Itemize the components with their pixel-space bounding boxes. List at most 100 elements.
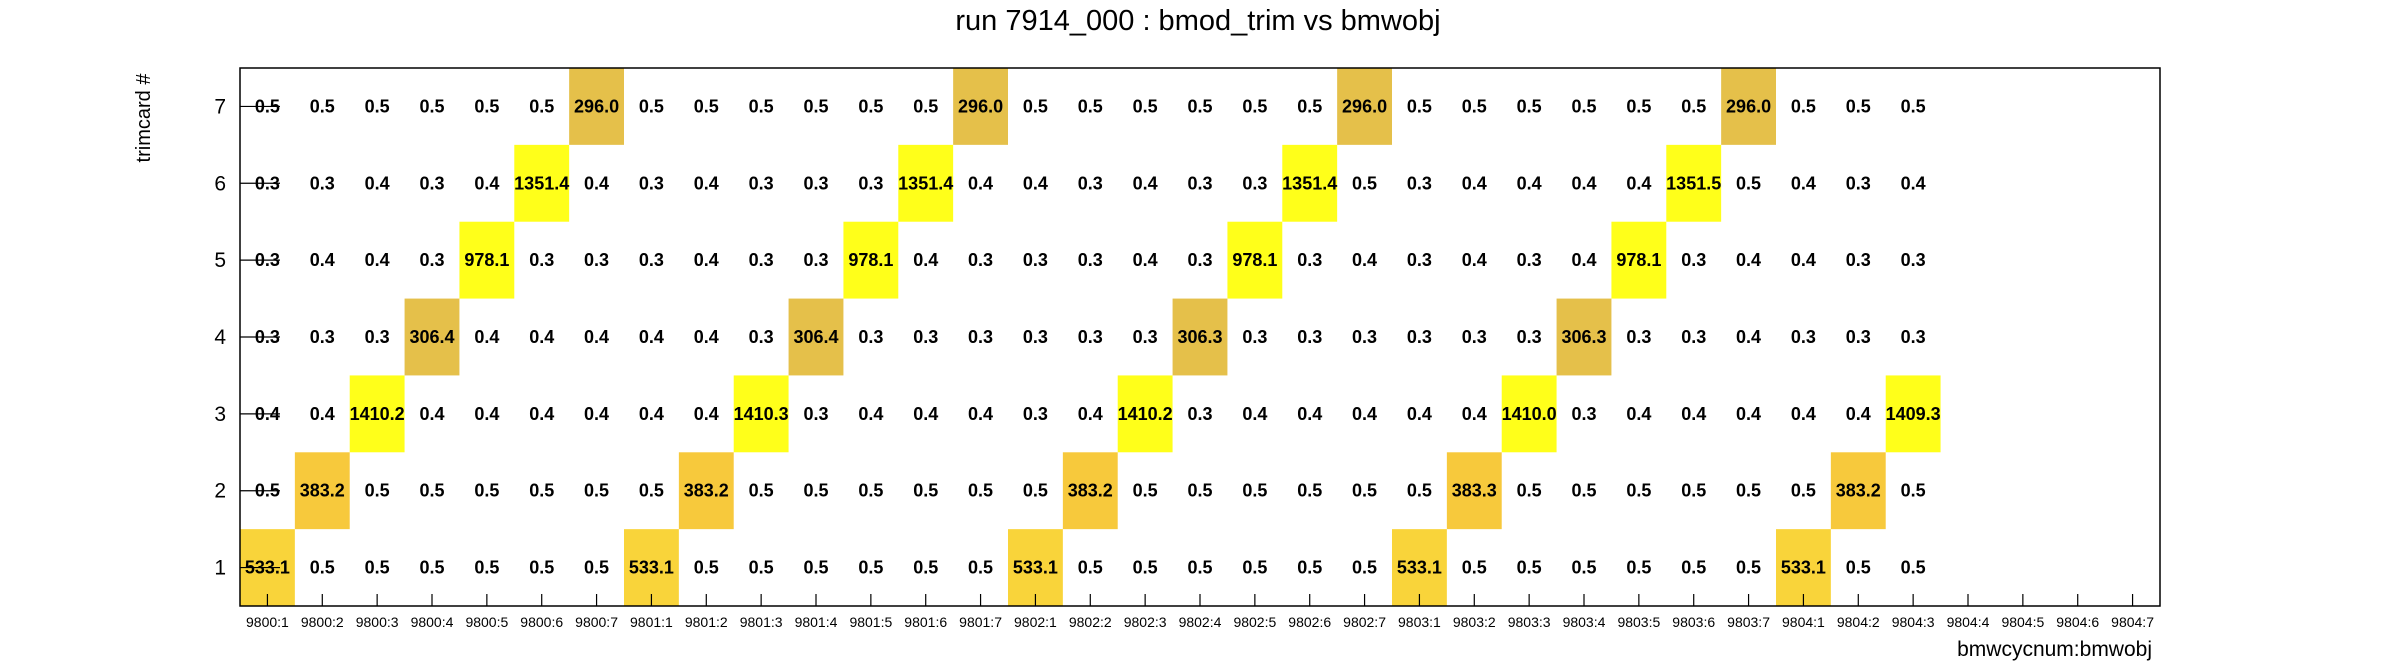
x-axis-label: bmwcycnum:bmwobj (1957, 638, 2152, 661)
cell-value-label: 1351.5 (1666, 173, 1721, 193)
cell-value-label: 0.4 (1462, 173, 1487, 193)
x-tick-label: 9802:2 (1069, 614, 1112, 630)
cell-value-label: 0.3 (1517, 327, 1542, 347)
heatmap-cell (1501, 375, 1557, 453)
cell-value-label: 0.5 (1242, 558, 1267, 578)
cell-value-label: 0.5 (1846, 96, 1871, 116)
cell-value-label: 0.4 (584, 404, 609, 424)
cell-value-label: 0.3 (1023, 250, 1048, 270)
x-tick-label: 9800:5 (465, 614, 508, 630)
cell-value-label: 0.3 (1846, 327, 1871, 347)
cell-value-label: 0.5 (474, 96, 499, 116)
cell-value-label: 0.5 (474, 558, 499, 578)
cell-value-label: 0.4 (1078, 404, 1103, 424)
cell-value-label: 0.4 (694, 250, 719, 270)
cell-value-label: 0.3 (1681, 327, 1706, 347)
cell-value-label: 0.4 (1352, 404, 1377, 424)
x-tick-label: 9802:7 (1343, 614, 1386, 630)
cell-value-label: 0.5 (1407, 96, 1432, 116)
cell-value-label: 0.5 (419, 481, 444, 501)
cell-value-label: 0.5 (310, 558, 335, 578)
cell-value-label: 0.5 (529, 481, 554, 501)
cell-value-label: 0.5 (529, 558, 554, 578)
cell-value-label: 0.4 (310, 250, 335, 270)
cell-value-label: 0.5 (968, 481, 993, 501)
cell-value-label: 0.5 (1187, 96, 1212, 116)
heatmap-cell (1392, 529, 1447, 606)
heatmap-cell (1172, 298, 1228, 376)
x-tick-label: 9800:1 (246, 614, 289, 630)
heatmap-cell (1885, 375, 1941, 453)
cell-value-label: 0.5 (365, 481, 390, 501)
cells-layer (240, 68, 1941, 606)
cell-value-label: 0.3 (419, 250, 444, 270)
cell-value-label: 0.5 (1462, 96, 1487, 116)
cell-value-label: 0.5 (1791, 96, 1816, 116)
cell-value-label: 0.4 (1681, 404, 1706, 424)
x-tick-label: 9803:1 (1398, 614, 1441, 630)
cell-value-label: 0.5 (1736, 173, 1761, 193)
cell-value-label: 383.2 (1068, 481, 1113, 501)
cell-value-label: 0.5 (1242, 481, 1267, 501)
cell-value-label: 0.3 (310, 327, 335, 347)
cell-value-label: 0.5 (1242, 96, 1267, 116)
heatmap-cell (569, 68, 624, 145)
x-tick-label: 9803:7 (1727, 614, 1770, 630)
heatmap-cell (898, 144, 954, 222)
x-tick-label: 9804:4 (1947, 614, 1990, 630)
cell-value-label: 0.5 (858, 481, 883, 501)
heatmap-cell (1337, 68, 1392, 145)
cell-value-label: 0.3 (1517, 250, 1542, 270)
cell-value-label: 0.5 (694, 558, 719, 578)
cell-value-label: 383.2 (1836, 481, 1881, 501)
x-tick-label: 9800:3 (356, 614, 399, 630)
cell-value-label: 0.4 (1901, 173, 1926, 193)
cell-value-label: 0.3 (858, 173, 883, 193)
cell-labels-layer: 0.5 0.5 0.5 0.5 0.5 0.5 296.0 0.5 0.5 0.5 0.5 0.5 0.… (245, 96, 1941, 577)
cell-value-label: 0.3 (1078, 327, 1103, 347)
cell-value-label: 0.5 (1517, 558, 1542, 578)
cell-value-label: 0.3 (310, 173, 335, 193)
heatmap-cell (404, 298, 460, 376)
cell-value-label: 0.3 (639, 173, 664, 193)
cell-value-label: 0.3 (1187, 250, 1212, 270)
cell-value-label: 296.0 (1726, 96, 1771, 116)
cell-value-label: 296.0 (1342, 96, 1387, 116)
cell-value-label: 0.4 (694, 173, 719, 193)
cell-value-label: 0.4 (1462, 250, 1487, 270)
cell-value-label: 0.5 (749, 558, 774, 578)
cell-value-label: 0.5 (1681, 96, 1706, 116)
x-tick-label: 9804:6 (2056, 614, 2099, 630)
cell-value-label: 296.0 (574, 96, 619, 116)
cell-value-label: 0.5 (1462, 558, 1487, 578)
cell-value-label: 0.3 (1407, 327, 1432, 347)
x-tick-label: 9803:2 (1453, 614, 1496, 630)
cell-value-label: 978.1 (464, 250, 509, 270)
heatmap-cell (788, 298, 844, 376)
cell-value-label: 0.5 (749, 96, 774, 116)
cell-value-label: 1351.4 (514, 173, 569, 193)
cell-value-label: 0.3 (1901, 327, 1926, 347)
cell-value-label: 978.1 (1616, 250, 1661, 270)
cell-value-label: 0.5 (1352, 558, 1377, 578)
x-tick-label: 9801:7 (959, 614, 1002, 630)
cell-value-label: 0.5 (1681, 558, 1706, 578)
cell-value-label: 0.3 (749, 250, 774, 270)
cell-value-label: 0.5 (1626, 481, 1651, 501)
x-tick-label: 9800:6 (520, 614, 563, 630)
cell-value-label: 0.4 (1352, 250, 1377, 270)
chart-title: run 7914_000 : bmod_trim vs bmwobj (955, 5, 1440, 37)
cell-value-label: 0.4 (1571, 173, 1596, 193)
heatmap-cell (1282, 144, 1338, 222)
cell-value-label: 0.5 (803, 96, 828, 116)
cell-value-label: 0.3 (1571, 404, 1596, 424)
cell-value-label: 0.4 (474, 173, 499, 193)
heatmap-cell (514, 144, 570, 222)
x-tick-label: 9803:5 (1617, 614, 1660, 630)
x-tick-label: 9801:1 (630, 614, 673, 630)
cell-value-label: 0.3 (1297, 327, 1322, 347)
cell-value-label: 0.3 (1407, 250, 1432, 270)
cell-value-label: 1410.3 (734, 404, 789, 424)
cell-value-label: 0.5 (365, 558, 390, 578)
x-axis: 9800:1 9800:2 9800:3 9800:4 9800:5 9800:6 9800… (246, 594, 2154, 630)
